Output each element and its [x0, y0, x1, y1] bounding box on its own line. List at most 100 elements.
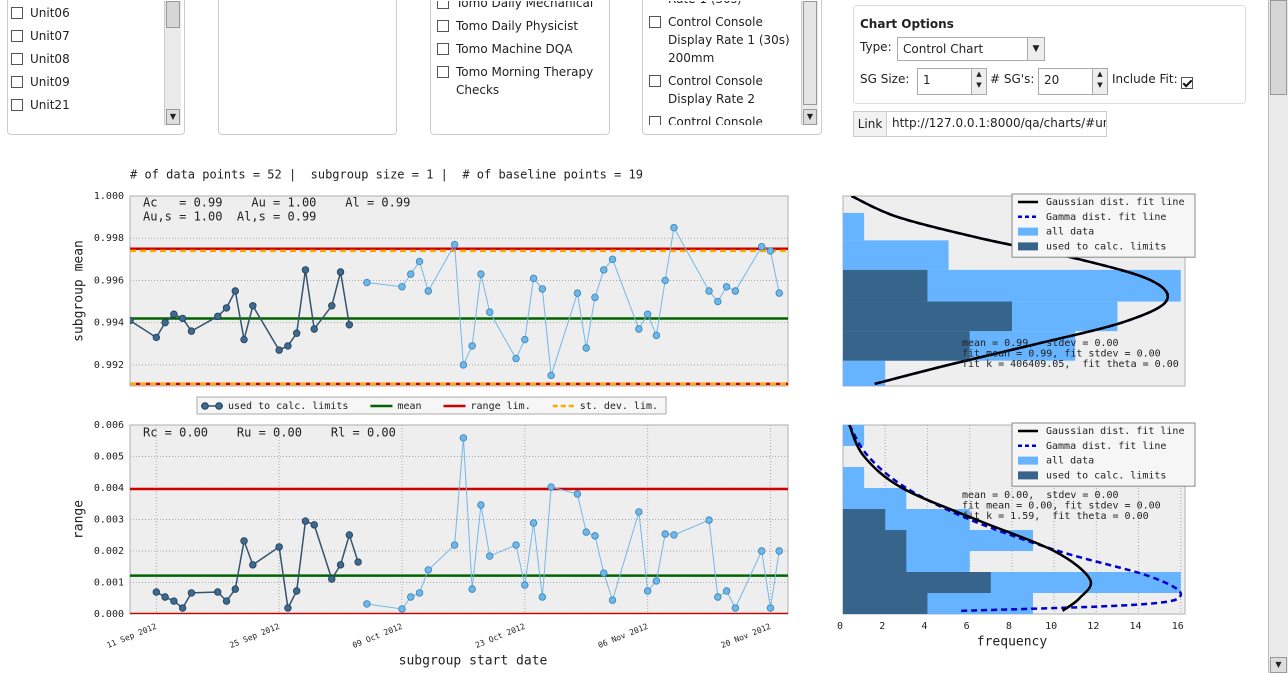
checkbox[interactable] [649, 16, 661, 28]
hist-bar [843, 331, 970, 361]
x-tick-label: 12 [1087, 621, 1099, 632]
x-tick-label: 25 Sep 2012 [228, 622, 281, 650]
legend-swatch [1018, 242, 1038, 251]
spinner[interactable]: ▲ ▼ [1092, 69, 1107, 94]
item-label: Tomo Daily Physicist [456, 19, 579, 33]
list-item[interactable]: Tomo Morning Therapy Checks [437, 63, 605, 99]
item-label: Rate 1 (30s) [668, 1, 742, 8]
data-point [415, 589, 424, 597]
data-point [398, 605, 406, 613]
data-point [345, 321, 354, 329]
data-point [591, 293, 599, 302]
page-scroll-thumb[interactable] [1270, 0, 1287, 95]
test-list[interactable]: Tomo Daily Mechanical Tomo Daily Physicis… [437, 1, 605, 133]
x-tick-label: 6 [964, 621, 970, 632]
checkbox[interactable] [437, 1, 449, 9]
data-point [582, 344, 590, 352]
hist-bar [843, 572, 991, 593]
x-tick-label: 4 [921, 621, 927, 632]
list-item[interactable]: Unit07 [11, 27, 164, 45]
link-button[interactable]: Link [853, 111, 887, 137]
list-item[interactable]: Unit08 [11, 50, 164, 68]
checkbox[interactable] [437, 66, 449, 78]
scroll-thumb[interactable] [803, 1, 817, 105]
data-point [170, 597, 178, 605]
scroll-down[interactable]: ▼ [166, 109, 180, 125]
plot-layer [843, 196, 1181, 386]
include-fit-checkbox[interactable] [1181, 77, 1193, 89]
list-item[interactable]: Control Console Display Rate 2 [649, 72, 801, 108]
hist-bar [843, 551, 907, 573]
page-scrollbar[interactable]: ▼ [1268, 0, 1288, 673]
x-tick-label: 06 Nov 2012 [597, 622, 650, 650]
x-tick-label: 11 Sep 2012 [106, 622, 159, 650]
checkbox[interactable] [437, 20, 449, 32]
checkbox[interactable] [11, 53, 23, 65]
checkbox[interactable] [649, 116, 661, 125]
list-item[interactable]: Unit09 [11, 73, 164, 91]
data-point [573, 490, 582, 498]
type-select[interactable]: Control Chart ▼ [897, 37, 1045, 61]
list-item[interactable]: Tomo Daily Physicist [437, 17, 605, 35]
legend-label: st. dev. lim. [580, 401, 658, 412]
item-label: Unit08 [30, 52, 70, 66]
legend: used to calc. limits mean range lim. st. de… [196, 396, 667, 415]
data-point [450, 240, 459, 249]
y-tick-label: 0.002 [94, 546, 124, 557]
data-point [161, 593, 169, 601]
data-point [363, 278, 371, 287]
hist-bar [843, 488, 907, 510]
y-tick-label: 0.000 [94, 609, 124, 620]
hist-bar [843, 529, 907, 551]
scrollbar[interactable]: ▼ [801, 1, 818, 125]
select-arrow[interactable]: ▼ [1027, 38, 1044, 60]
checkbox[interactable] [437, 43, 449, 55]
n-sgs-input[interactable]: 20 ▲ ▼ [1038, 68, 1108, 95]
scroll-down[interactable]: ▼ [803, 109, 817, 125]
data-point [635, 325, 643, 333]
legend-swatch [201, 402, 209, 410]
sg-size-input[interactable]: 1 ▲ ▼ [917, 68, 987, 95]
x-tick-label: 2 [879, 621, 885, 632]
checkbox[interactable] [11, 30, 23, 42]
list-item[interactable]: Unit06 [11, 4, 164, 22]
spinner[interactable]: ▲ ▼ [971, 69, 986, 94]
y-tick-label: 0.003 [94, 515, 124, 526]
item-list[interactable]: Rate 1 (30s) Control Console Display Rate… [649, 1, 801, 125]
list-item[interactable]: Tomo Machine DQA [437, 40, 605, 58]
data-point [643, 310, 652, 318]
data-point [766, 604, 775, 612]
y-tick-label: 0.998 [94, 233, 124, 244]
scroll-thumb[interactable] [166, 1, 180, 28]
legend-swatch [1018, 471, 1038, 480]
checkbox[interactable] [11, 99, 23, 111]
checkbox[interactable] [11, 7, 23, 19]
data-point [249, 302, 257, 310]
data-point [582, 528, 590, 536]
data-point [301, 266, 310, 274]
page-scroll-down[interactable]: ▼ [1270, 657, 1287, 673]
data-point [512, 541, 520, 549]
chart-title: # of data points = 52 | subgroup size = … [130, 168, 643, 182]
data-point [600, 569, 608, 577]
data-point [722, 283, 731, 291]
list-item[interactable]: Rate 1 (30s) [649, 1, 801, 8]
data-point [705, 287, 713, 295]
scrollbar[interactable]: ▼ [164, 1, 181, 125]
list-item[interactable]: Control Console Display Rate 1 (30s) 200… [649, 13, 801, 67]
checkbox[interactable] [649, 75, 661, 87]
data-point [722, 587, 731, 595]
link-url[interactable]: http://127.0.0.1:8000/qa/charts/#unit [886, 111, 1107, 137]
list-item[interactable]: Control Console Display Rate 2 (30s) [649, 113, 801, 125]
data-point [459, 361, 468, 369]
unit-list[interactable]: Unit06 Unit07 Unit08 Unit09 Unit21 [11, 1, 164, 133]
list-item[interactable]: Tomo Daily Mechanical [437, 1, 605, 12]
x-tick-label: 14 [1130, 621, 1142, 632]
annotation: fit mean = 0.00, fit stdev = 0.00 [962, 501, 1161, 512]
item-label: Control Console Display Rate 1 (30s) 200… [668, 15, 790, 65]
data-point [424, 287, 432, 295]
list-item[interactable]: Unit21 [11, 96, 164, 114]
data-point [529, 519, 538, 527]
checkbox[interactable] [11, 76, 23, 88]
